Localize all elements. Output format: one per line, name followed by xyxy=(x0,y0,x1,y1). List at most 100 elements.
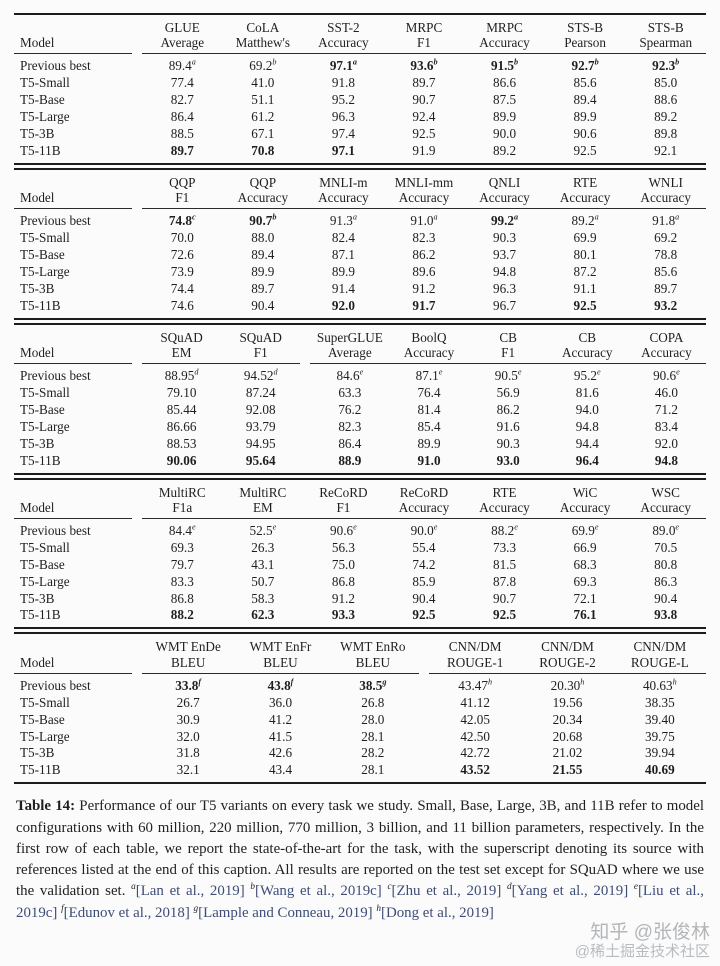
table-cell: 77.4 xyxy=(170,75,194,91)
row-label: T5-Base xyxy=(20,92,65,108)
table-cell: 70.5 xyxy=(654,539,678,555)
caption-label: Table 14: xyxy=(16,798,76,815)
column-gap xyxy=(132,745,142,762)
column-gap xyxy=(419,695,429,712)
column-header: MRPC F1 xyxy=(383,14,465,55)
column-header: MNLI-m Accuracy xyxy=(303,168,384,210)
table-cell: 63.3 xyxy=(338,385,362,400)
row-label: T5-11B xyxy=(20,297,61,313)
table-cell: 58.3 xyxy=(251,590,275,606)
citation-link[interactable]: [Liu et al., 2019c] xyxy=(16,883,704,921)
table-cell: 91.8a xyxy=(652,212,680,229)
table-row: T5-Large 32.0 41.5 28.1 42.50 20.68 39.75 xyxy=(14,729,706,746)
column-header: SQuAD F1 xyxy=(221,323,301,365)
citation-link[interactable]: [Lan et al., 2019] xyxy=(135,883,245,900)
table-cell: 26.3 xyxy=(251,539,275,555)
table-cell: 85.44 xyxy=(166,401,197,417)
row-label: Previous best xyxy=(20,677,91,693)
table-cell: 89.9 xyxy=(331,263,355,279)
table-cell: 96.3 xyxy=(492,280,517,296)
table-cell: 91.0a xyxy=(410,212,438,229)
table-cell: 32.0 xyxy=(176,728,200,744)
column-header: WSC Accuracy xyxy=(625,478,706,519)
row-label: T5-Base xyxy=(20,247,65,263)
reference-superscript: c xyxy=(192,212,196,222)
table-cell: 94.8 xyxy=(654,452,678,468)
table-cell: 89.0e xyxy=(652,522,680,538)
table-cell: 76.1 xyxy=(573,607,597,623)
reference-superscript: e xyxy=(514,522,518,532)
reference-superscript: e xyxy=(517,367,522,377)
table-cell: 33.8f xyxy=(175,677,202,693)
table-cell: 28.1 xyxy=(361,762,385,778)
table-cell: 86.66 xyxy=(166,418,197,434)
table-cell: 89.4 xyxy=(251,247,275,263)
column-header: CoLA Matthew's xyxy=(222,14,304,55)
citation-link[interactable]: [Lample and Conneau, 2019] xyxy=(198,904,373,921)
column-header: MRPC Accuracy xyxy=(464,14,545,55)
row-label: T5-Small xyxy=(20,230,70,246)
table-cell: 28.2 xyxy=(361,745,385,761)
column-header: CNN/DM ROUGE-L xyxy=(613,633,706,674)
column-header: COPA Accuracy xyxy=(626,323,706,365)
table-cell: 79.7 xyxy=(170,556,194,572)
citation-link[interactable]: [Edunov et al., 2018] xyxy=(63,904,190,921)
table-cell: 87.1e xyxy=(415,367,443,384)
column-header: SuperGLUE Average xyxy=(310,323,390,365)
row-label: T5-3B xyxy=(20,126,55,142)
citation-link[interactable]: [Wang et al., 2019c] xyxy=(255,883,382,900)
column-header: SQuAD EM xyxy=(142,323,222,365)
column-gap xyxy=(132,518,142,539)
table-cell: 72.6 xyxy=(170,247,194,263)
table-cell: 88.6 xyxy=(654,92,678,108)
table-cell: 72.1 xyxy=(573,590,597,606)
table-cell: 92.08 xyxy=(245,401,276,417)
table-row: T5-Large 86.66 93.79 82.3 85.4 91.6 94.8 83.4 xyxy=(14,419,706,436)
table-cell: 86.2 xyxy=(412,247,436,263)
table-cell: 86.8 xyxy=(331,573,355,589)
table-cell: 91.5b xyxy=(490,58,519,74)
reference-superscript: b xyxy=(675,58,680,68)
column-gap xyxy=(132,126,142,143)
table-cell: 86.4 xyxy=(170,109,194,125)
reference-superscript: a xyxy=(675,212,680,222)
table-cell: 89.2 xyxy=(654,109,678,125)
table-cell: 91.7 xyxy=(412,297,436,313)
column-header: CNN/DM ROUGE-2 xyxy=(521,633,614,674)
table-cell: 91.9 xyxy=(412,142,436,158)
table-cell: 43.47h xyxy=(458,677,493,693)
reference-superscript: b xyxy=(433,58,438,68)
table-cell: 46.0 xyxy=(654,385,678,400)
table-row: T5-Large 73.9 89.9 89.9 89.6 94.8 87.2 85.6 xyxy=(14,264,706,281)
table-cell: 90.3 xyxy=(496,435,520,451)
table-cell: 86.3 xyxy=(654,573,678,589)
table-cell: 85.0 xyxy=(654,75,678,91)
table-cell: 81.6 xyxy=(575,385,599,400)
table-cell: 92.4 xyxy=(412,109,436,125)
table-row: T5-3B 74.4 89.7 91.4 91.2 96.3 91.1 89.7 xyxy=(14,281,706,298)
column-gap xyxy=(419,762,429,783)
reference-superscript: e xyxy=(433,522,438,532)
table-cell: 38.35 xyxy=(644,694,675,710)
citation-link[interactable]: [Yang et al., 2019] xyxy=(511,883,629,900)
citation-link[interactable]: [Dong et al., 2019] xyxy=(380,904,494,921)
table-cell: 85.6 xyxy=(654,263,678,279)
table-cell: 67.1 xyxy=(251,126,275,142)
table-cell: 89.8 xyxy=(654,126,678,142)
table-cell: 80.1 xyxy=(573,247,597,263)
row-label: T5-3B xyxy=(20,435,55,451)
row-label: T5-Base xyxy=(20,401,65,417)
table-cell: 96.7 xyxy=(492,297,517,313)
table-row: T5-11B 90.06 95.64 88.9 91.0 93.0 96.4 94.8 xyxy=(14,453,706,474)
table-row: T5-Base 82.7 51.1 95.2 90.7 87.5 89.4 88.6 xyxy=(14,92,706,109)
reference-superscript: b xyxy=(272,212,277,222)
row-label: T5-Base xyxy=(20,556,65,572)
reference-superscript: e xyxy=(272,522,277,532)
column-header-model: Model xyxy=(14,168,132,210)
column-header: STS-B Pearson xyxy=(544,14,626,55)
table-cell: 31.8 xyxy=(176,745,200,761)
column-header: BoolQ Accuracy xyxy=(389,323,469,365)
row-label: Previous best xyxy=(20,368,91,384)
citation-link[interactable]: [Zhu et al., 2019] xyxy=(391,883,502,900)
table-cell: 89.2a xyxy=(571,212,599,229)
